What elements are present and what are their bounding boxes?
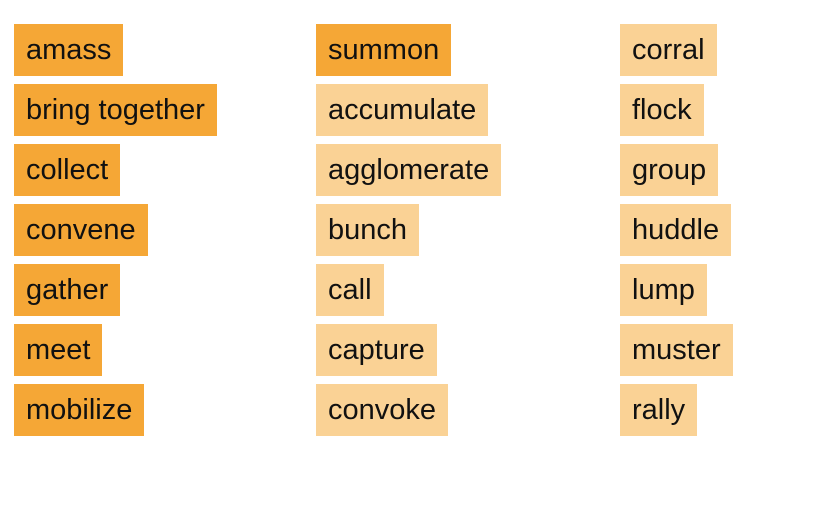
word-chip[interactable]: lump — [620, 264, 707, 316]
word-chip[interactable]: corral — [620, 24, 717, 76]
word-chip[interactable]: call — [316, 264, 384, 316]
word-chip[interactable]: collect — [14, 144, 121, 196]
word-chip[interactable]: flock — [620, 84, 704, 136]
word-chip[interactable]: agglomerate — [316, 144, 502, 196]
word-chip[interactable]: gather — [14, 264, 121, 316]
word-chip[interactable]: bunch — [316, 204, 420, 256]
word-chip[interactable]: accumulate — [316, 84, 489, 136]
word-chip[interactable]: huddle — [620, 204, 732, 256]
word-chip[interactable]: summon — [316, 24, 452, 76]
word-chip[interactable]: bring together — [14, 84, 217, 136]
word-chip[interactable]: group — [620, 144, 719, 196]
word-chip[interactable]: convene — [14, 204, 148, 256]
word-chip[interactable]: meet — [14, 324, 103, 376]
word-chip[interactable]: amass — [14, 24, 124, 76]
word-chip[interactable]: capture — [316, 324, 437, 376]
word-chip[interactable]: muster — [620, 324, 733, 376]
word-chip[interactable]: mobilize — [14, 384, 145, 436]
word-chip[interactable]: rally — [620, 384, 698, 436]
word-chip[interactable]: convoke — [316, 384, 449, 436]
